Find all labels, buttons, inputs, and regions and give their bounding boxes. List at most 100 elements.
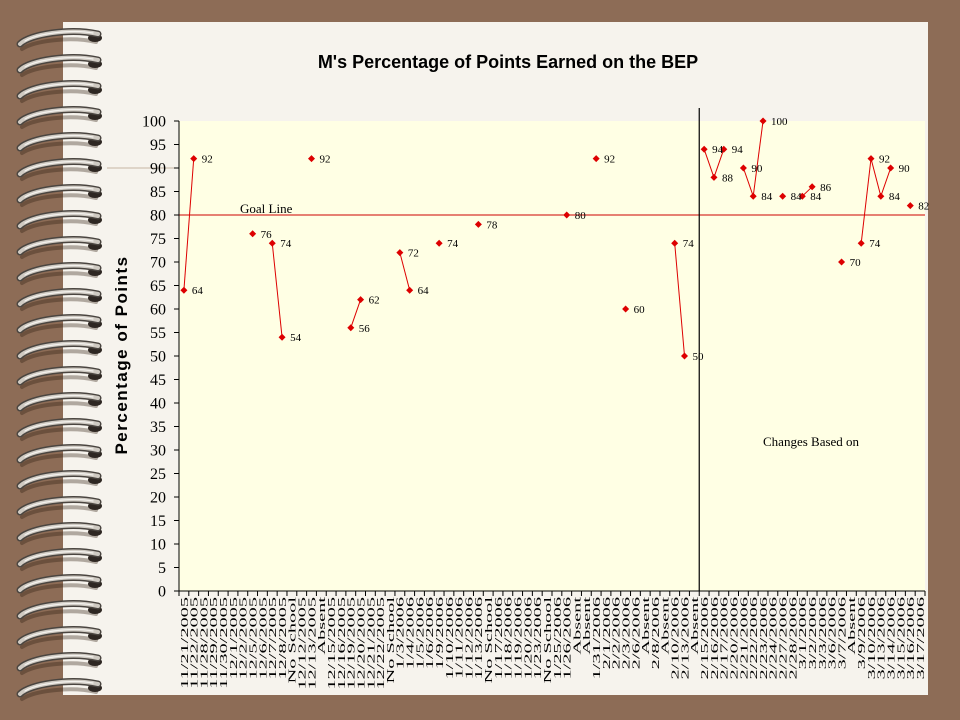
data-point <box>749 192 757 200</box>
data-label: 80 <box>575 210 587 222</box>
data-label: 88 <box>722 172 734 184</box>
x-tick-label: 2/20/2006 <box>727 597 740 679</box>
x-tick-label: 3/3/2006 <box>816 597 829 669</box>
data-point <box>720 145 728 153</box>
x-tick-label: 1/25/2006 <box>551 597 564 679</box>
x-tick-label: 2/3/2006 <box>619 597 632 669</box>
data-point <box>474 220 482 228</box>
spiral-ring <box>16 626 102 649</box>
x-tick-label: 3/6/2006 <box>826 597 839 669</box>
x-tick-label: 2/24/2006 <box>767 597 780 679</box>
ring-highlight <box>24 602 94 614</box>
x-tick-label: 3/15/2006 <box>894 597 907 679</box>
x-tick-label: Absent <box>315 596 328 654</box>
data-label: 76 <box>261 229 273 241</box>
data-label: 92 <box>604 154 615 166</box>
x-tick-label: 12/5/2005 <box>246 597 259 679</box>
x-tick-label: 1/23/2006 <box>531 597 544 679</box>
data-label: 84 <box>810 191 822 203</box>
ring-highlight <box>24 160 94 172</box>
data-label: 56 <box>359 323 371 335</box>
y-tick-label: 5 <box>158 560 166 577</box>
data-point <box>808 183 816 191</box>
data-point <box>278 333 286 341</box>
spiral-ring <box>16 314 102 337</box>
series-segment <box>713 149 725 178</box>
ring-highlight <box>24 576 94 588</box>
ring-shadow <box>20 245 98 259</box>
y-tick-label: 0 <box>158 584 166 601</box>
x-tick-label: 1/18/2006 <box>502 597 515 679</box>
data-label: 90 <box>899 163 911 175</box>
ring-highlight <box>24 394 94 406</box>
data-point <box>877 192 885 200</box>
spiral-ring <box>16 496 102 519</box>
spiral-ring <box>16 522 102 545</box>
y-tick-label: 45 <box>150 372 166 389</box>
chart: M's Percentage of Points Earned on the B… <box>112 52 929 690</box>
ring-shadow <box>20 375 98 389</box>
y-tick-label: 75 <box>150 231 166 248</box>
data-point <box>357 296 365 304</box>
x-tick-label: 11/28/2005 <box>197 597 210 689</box>
ring-highlight <box>24 186 94 198</box>
y-tick-label: 25 <box>150 466 166 483</box>
x-tick-label: 11/21/2005 <box>178 597 191 689</box>
x-tick-label: 1/26/2006 <box>560 597 573 679</box>
x-tick-label: Absent <box>659 596 672 654</box>
x-tick-label: 12/7/2005 <box>266 597 279 679</box>
x-tick-label: 3/7/2006 <box>835 597 848 669</box>
x-tick-label: 3/9/2006 <box>855 597 868 669</box>
y-axis-title: Percentage of Points <box>112 255 131 454</box>
ring-highlight <box>24 420 94 432</box>
ring-shadow <box>20 453 98 467</box>
spiral-ring <box>16 548 102 571</box>
plot-area <box>179 121 925 591</box>
y-tick-label: 40 <box>150 396 166 413</box>
ring-highlight <box>24 472 94 484</box>
ring-shadow <box>20 557 98 571</box>
x-tick-label: 2/17/2006 <box>718 597 731 679</box>
x-tick-label: 2/28/2006 <box>786 597 799 679</box>
data-point <box>190 155 198 163</box>
spiral-ring <box>16 340 102 363</box>
series-segment <box>870 158 882 197</box>
x-tick-label: 12/16/2005 <box>335 597 348 690</box>
x-tick-label: 1/4/2006 <box>403 597 416 669</box>
y-tick-label: 100 <box>142 114 166 131</box>
x-tick-label: 11/22/2005 <box>187 597 200 689</box>
ring-highlight <box>24 498 94 510</box>
ring-shadow <box>20 349 98 363</box>
spiral-ring <box>16 288 102 311</box>
ring-shadow <box>20 609 98 623</box>
x-tick-label: 1/31/2006 <box>590 597 603 679</box>
data-point <box>592 155 600 163</box>
data-label: 94 <box>712 144 724 156</box>
x-tick-label: 2/21/2006 <box>737 597 750 679</box>
y-tick-label: 70 <box>150 255 166 272</box>
ring-highlight <box>24 368 94 380</box>
ring-highlight <box>24 82 94 94</box>
x-tick-label: 3/10/2006 <box>865 597 878 679</box>
data-label: 82 <box>918 201 929 213</box>
spiral-ring <box>16 210 102 233</box>
x-tick-label: 1/5/2006 <box>413 597 426 669</box>
ring-highlight <box>24 316 94 328</box>
series-segment <box>399 252 411 291</box>
series-segment <box>703 149 715 178</box>
ring-highlight <box>24 524 94 536</box>
ring-shadow <box>20 583 98 597</box>
data-label: 86 <box>820 182 832 194</box>
spiral-binding <box>16 28 102 701</box>
data-point <box>798 192 806 200</box>
spiral-ring <box>16 366 102 389</box>
y-tick-label: 20 <box>150 490 166 507</box>
x-tick-label: No School <box>482 596 495 683</box>
ring-shadow <box>20 687 98 701</box>
data-label: 60 <box>634 304 646 316</box>
data-label: 84 <box>761 191 773 203</box>
x-tick-label: 2/1/2006 <box>600 597 613 669</box>
data-point <box>622 305 630 313</box>
y-tick-label: 35 <box>150 419 166 436</box>
